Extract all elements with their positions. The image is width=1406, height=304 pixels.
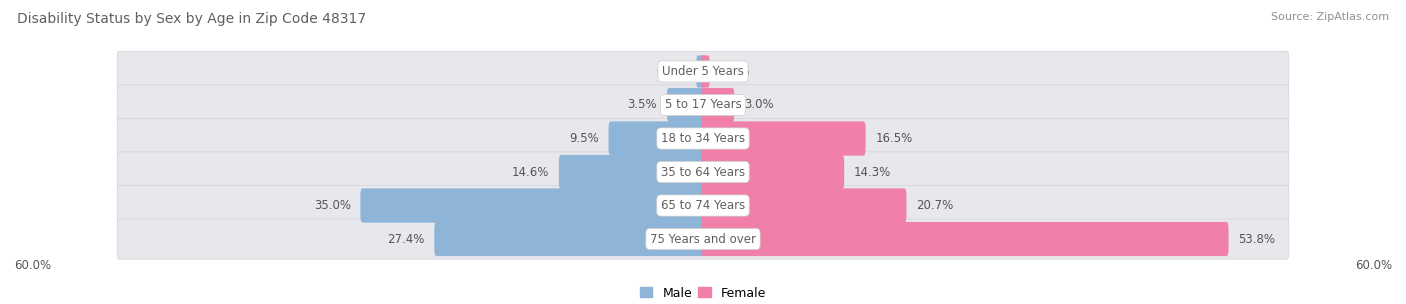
- Text: 9.5%: 9.5%: [569, 132, 599, 145]
- FancyBboxPatch shape: [117, 185, 1289, 226]
- FancyBboxPatch shape: [702, 222, 1229, 256]
- Text: 35.0%: 35.0%: [314, 199, 350, 212]
- FancyBboxPatch shape: [702, 188, 907, 223]
- Text: 16.5%: 16.5%: [875, 132, 912, 145]
- Text: 60.0%: 60.0%: [14, 259, 51, 272]
- Text: 0.0%: 0.0%: [655, 65, 686, 78]
- FancyBboxPatch shape: [609, 121, 704, 156]
- FancyBboxPatch shape: [117, 51, 1289, 92]
- FancyBboxPatch shape: [560, 155, 704, 189]
- Text: 14.6%: 14.6%: [512, 165, 550, 178]
- Legend: Male, Female: Male, Female: [640, 287, 766, 299]
- Text: 60.0%: 60.0%: [1355, 259, 1392, 272]
- Text: 3.0%: 3.0%: [744, 98, 773, 112]
- Text: 27.4%: 27.4%: [387, 233, 425, 246]
- FancyBboxPatch shape: [117, 152, 1289, 192]
- FancyBboxPatch shape: [702, 155, 844, 189]
- FancyBboxPatch shape: [702, 121, 866, 156]
- FancyBboxPatch shape: [117, 219, 1289, 259]
- FancyBboxPatch shape: [696, 55, 704, 88]
- Text: 18 to 34 Years: 18 to 34 Years: [661, 132, 745, 145]
- Text: 14.3%: 14.3%: [853, 165, 891, 178]
- Text: 5 to 17 Years: 5 to 17 Years: [665, 98, 741, 112]
- Text: 35 to 64 Years: 35 to 64 Years: [661, 165, 745, 178]
- Text: Under 5 Years: Under 5 Years: [662, 65, 744, 78]
- FancyBboxPatch shape: [702, 55, 710, 88]
- Text: Source: ZipAtlas.com: Source: ZipAtlas.com: [1271, 12, 1389, 22]
- Text: 53.8%: 53.8%: [1239, 233, 1275, 246]
- FancyBboxPatch shape: [434, 222, 704, 256]
- FancyBboxPatch shape: [117, 85, 1289, 125]
- FancyBboxPatch shape: [360, 188, 704, 223]
- FancyBboxPatch shape: [666, 88, 704, 122]
- Text: 3.5%: 3.5%: [627, 98, 657, 112]
- FancyBboxPatch shape: [702, 88, 734, 122]
- Text: 0.0%: 0.0%: [720, 65, 751, 78]
- Text: 20.7%: 20.7%: [917, 199, 953, 212]
- Text: 65 to 74 Years: 65 to 74 Years: [661, 199, 745, 212]
- FancyBboxPatch shape: [117, 118, 1289, 159]
- Text: Disability Status by Sex by Age in Zip Code 48317: Disability Status by Sex by Age in Zip C…: [17, 12, 366, 26]
- Text: 75 Years and over: 75 Years and over: [650, 233, 756, 246]
